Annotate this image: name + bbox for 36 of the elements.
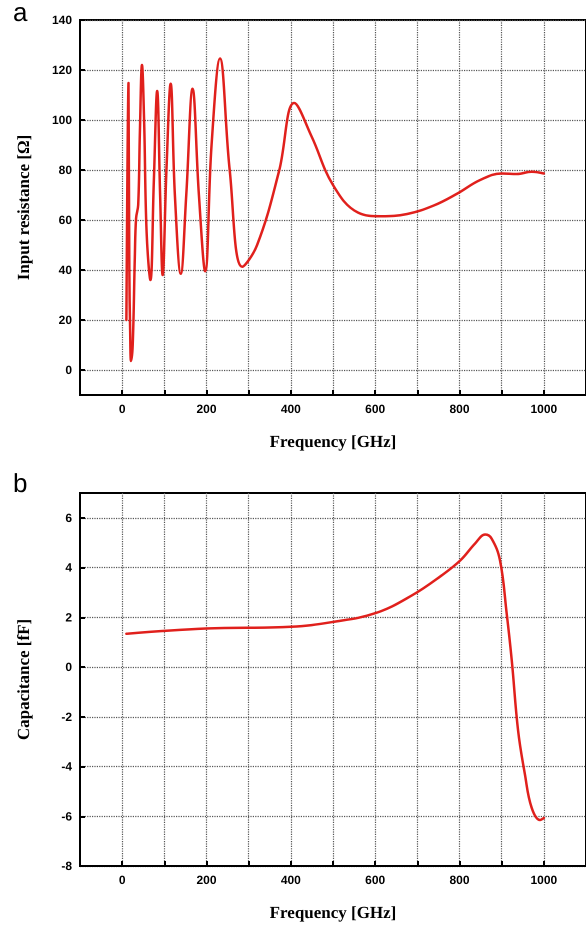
y-tick-label: 20 bbox=[58, 313, 72, 327]
line-series bbox=[125, 57, 546, 362]
y-axis-title: Capacitance [fF] bbox=[14, 618, 33, 740]
x-axis-title: Frequency [GHz] bbox=[270, 903, 396, 922]
y-tick-label: 120 bbox=[52, 63, 72, 77]
x-tick-label: 200 bbox=[196, 873, 217, 887]
x-tick-label: 600 bbox=[365, 873, 386, 887]
y-tick-label: 80 bbox=[58, 163, 72, 177]
x-tick-label: 800 bbox=[449, 873, 470, 887]
y-tick-label: -8 bbox=[61, 859, 72, 873]
line-series bbox=[125, 533, 546, 822]
y-tick-label: 2 bbox=[65, 610, 72, 624]
y-tick-label: -6 bbox=[61, 809, 72, 824]
y-tick-label: 60 bbox=[58, 213, 72, 227]
x-tick-label: 200 bbox=[196, 402, 217, 416]
y-tick-label: 0 bbox=[65, 660, 72, 674]
x-tick-label: 1000 bbox=[530, 873, 558, 887]
chart-title: b bbox=[13, 468, 28, 498]
x-tick-label: 0 bbox=[118, 402, 126, 416]
y-tick-label: 100 bbox=[52, 113, 72, 127]
x-tick-label: 800 bbox=[449, 402, 470, 416]
y-tick-label: 40 bbox=[58, 263, 72, 277]
chart-title: a bbox=[13, 0, 28, 27]
x-tick-label: 600 bbox=[365, 402, 386, 416]
y-tick-label: 6 bbox=[65, 510, 72, 525]
y-tick-label: 4 bbox=[65, 560, 72, 575]
y-tick-label: 0 bbox=[65, 363, 72, 377]
x-tick-label: 1000 bbox=[530, 402, 558, 416]
x-tick-label: 400 bbox=[280, 402, 302, 416]
x-tick-label: 0 bbox=[118, 873, 126, 887]
y-tick-label: 140 bbox=[52, 13, 72, 27]
y-tick-label: -2 bbox=[61, 710, 72, 724]
y-tick-label: -4 bbox=[61, 760, 72, 774]
x-tick-label: 400 bbox=[280, 873, 302, 887]
x-axis-title: Frequency [GHz] bbox=[270, 432, 396, 451]
y-axis-title: Input resistance [Ω] bbox=[14, 134, 33, 280]
